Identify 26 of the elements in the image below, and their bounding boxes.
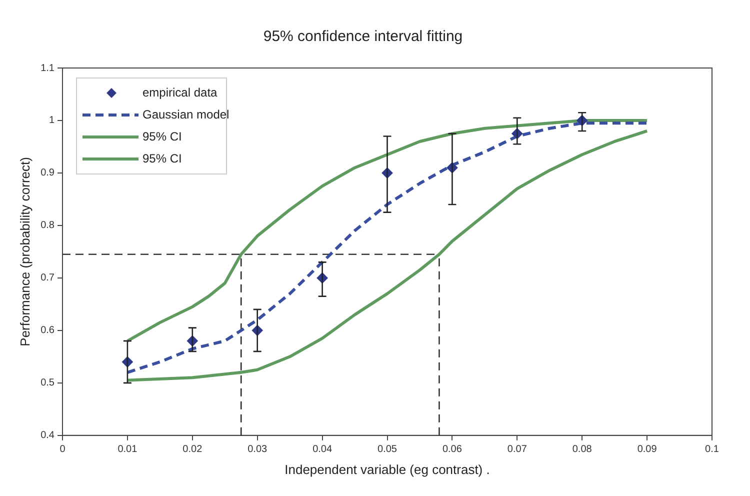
x-tick-label: 0.05 (378, 444, 398, 456)
chart-title: 95% confidence interval fitting (263, 28, 463, 46)
x-tick-label: 0 (60, 444, 66, 456)
y-tick-label: 0.4 (40, 430, 55, 442)
y-axis-title: Performance (probability correct) (17, 157, 32, 346)
x-tick-label: 0.07 (507, 444, 528, 456)
y-tick-label: 0.8 (40, 220, 55, 232)
y-tick-label: 0.6 (40, 325, 55, 336)
legend-label: 95% CI (142, 151, 182, 166)
x-tick-label: 0.03 (248, 444, 268, 456)
y-tick-label: 0.7 (40, 272, 55, 284)
legend-label: Gaussian model (142, 107, 230, 122)
x-tick-label: 0.08 (572, 444, 592, 456)
x-tick-label: 0.02 (182, 444, 203, 456)
y-tick-label: 1.1 (40, 62, 55, 74)
x-tick-label: 0.06 (442, 444, 462, 456)
x-tick-label: 0.1 (705, 444, 720, 456)
x-axis-title: Independent variable (eg contrast) . (284, 462, 490, 477)
y-tick-label: 0.5 (40, 378, 55, 389)
x-tick-label: 0.09 (637, 444, 658, 456)
x-tick-label: 0.04 (312, 444, 332, 456)
y-tick-label: 0.9 (40, 168, 55, 179)
x-tick-label: 0.01 (118, 444, 138, 456)
legend-label: empirical data (142, 85, 218, 100)
y-tick-label: 1 (48, 115, 55, 126)
legend-label: 95% CI (142, 129, 182, 144)
